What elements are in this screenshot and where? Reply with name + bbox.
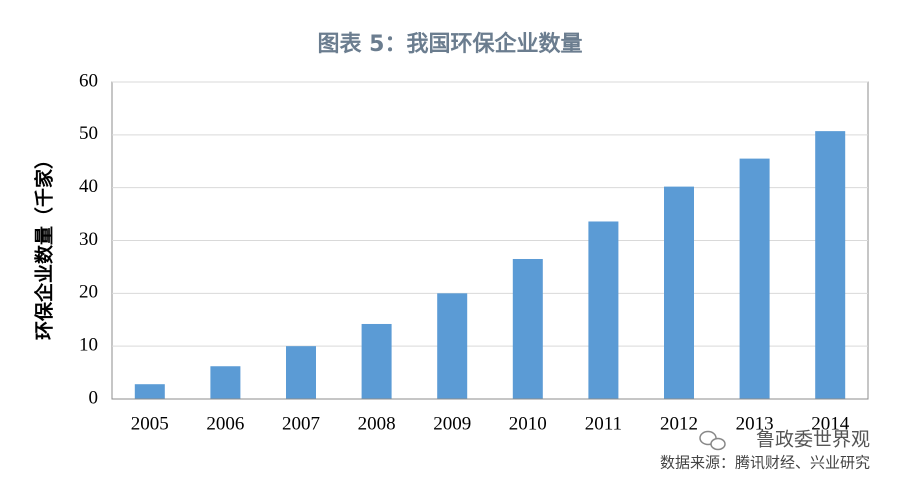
y-tick-label: 10 — [79, 335, 98, 356]
x-tick-label: 2013 — [736, 413, 774, 434]
bar — [739, 158, 770, 399]
bar — [588, 221, 619, 399]
bar — [664, 186, 694, 399]
x-tick-label: 2010 — [509, 413, 547, 434]
y-tick-label: 40 — [79, 176, 98, 197]
bar — [134, 384, 165, 399]
bar — [286, 346, 316, 399]
y-tick-label: 50 — [79, 123, 98, 144]
x-tick-label: 2007 — [282, 413, 320, 434]
watermark: 鲁政委世界观 — [756, 429, 870, 451]
bar — [437, 293, 468, 399]
y-tick-label: 60 — [79, 70, 98, 91]
watermark-icon — [699, 430, 726, 451]
chart-title: 图表 5：我国环保企业数量 — [318, 31, 583, 57]
y-tick-label: 30 — [79, 229, 98, 250]
x-tick-label: 2014 — [811, 413, 850, 434]
bar — [815, 131, 846, 399]
x-tick-label: 2005 — [131, 413, 169, 434]
x-tick-label: 2011 — [585, 413, 622, 434]
bar — [210, 366, 241, 399]
x-tick-label: 2006 — [206, 413, 244, 434]
bar — [361, 323, 392, 399]
x-tick-label: 2009 — [433, 413, 471, 434]
x-tick-label: 2012 — [660, 413, 698, 434]
y-tick-label: 0 — [89, 387, 99, 408]
source-note: 数据来源：腾讯财经、兴业研究 — [660, 454, 870, 472]
bar — [512, 258, 543, 399]
y-axis-label: 环保企业数量（千家） — [32, 150, 55, 340]
y-tick-label: 20 — [79, 282, 98, 303]
x-tick-label: 2008 — [358, 413, 396, 434]
